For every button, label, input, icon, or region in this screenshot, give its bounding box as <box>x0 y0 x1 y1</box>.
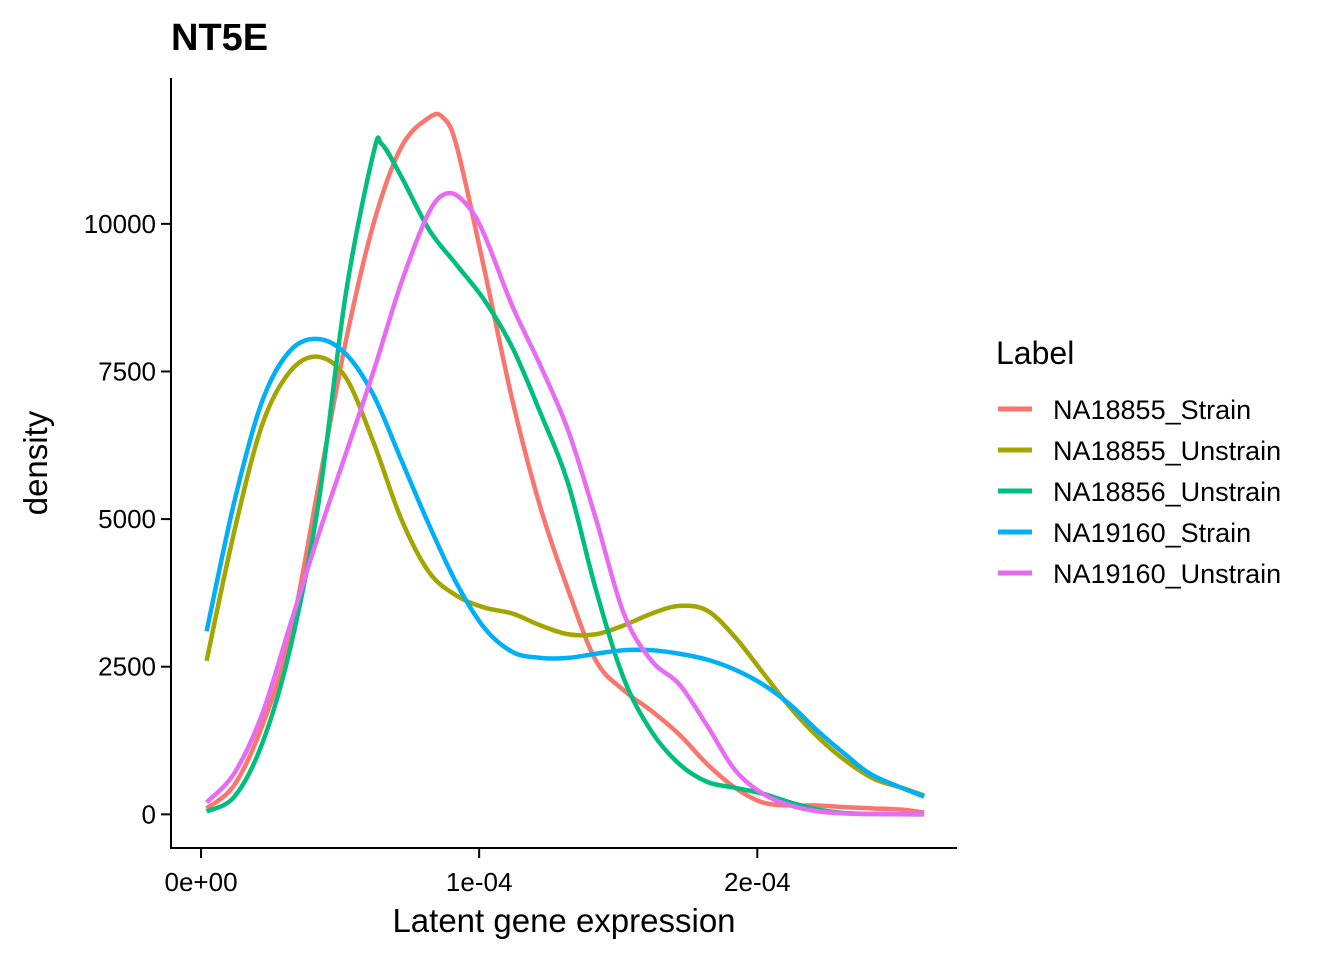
axis-ticks: 0e+00 1e-04 2e-04 0 2500 5000 7500 10000 <box>84 209 791 897</box>
legend-label: NA19160_Strain <box>1053 518 1251 548</box>
series-line-na18855-strain <box>205 111 925 815</box>
y-tick-label: 2500 <box>98 652 156 682</box>
x-tick-label: 2e-04 <box>724 867 791 897</box>
y-tick-label: 10000 <box>84 209 156 239</box>
series-line-na18855-unstrain <box>204 354 925 798</box>
legend-title: Label <box>996 335 1074 371</box>
chart-title: NT5E <box>171 17 268 59</box>
legend-label: NA18855_Strain <box>1053 395 1251 425</box>
legend-label: NA18855_Unstrain <box>1053 436 1281 466</box>
plot-panel: 0e+00 1e-04 2e-04 0 2500 5000 7500 10000 <box>84 78 957 897</box>
legend-label: NA19160_Unstrain <box>1053 559 1281 589</box>
legend-label: NA18856_Unstrain <box>1053 477 1281 507</box>
series-line-na18856-unstrain <box>205 135 925 817</box>
y-tick-label: 7500 <box>98 356 156 386</box>
x-tick-label: 0e+00 <box>165 867 238 897</box>
y-axis-title: density <box>17 410 54 515</box>
series-line-na19160-strain <box>204 336 926 799</box>
legend: Label NA18855_StrainNA18855_UnstrainNA18… <box>996 335 1281 589</box>
x-tick-label: 1e-04 <box>446 867 513 897</box>
legend-items: NA18855_Strain NA18855_Unstrain NA18856_Un… <box>998 395 1281 589</box>
series-line-na19160-unstrain <box>204 190 925 817</box>
y-tick-label: 0 <box>142 799 156 829</box>
x-axis-title: Latent gene expression <box>392 902 735 939</box>
density-lines <box>204 111 926 817</box>
y-tick-label: 5000 <box>98 504 156 534</box>
